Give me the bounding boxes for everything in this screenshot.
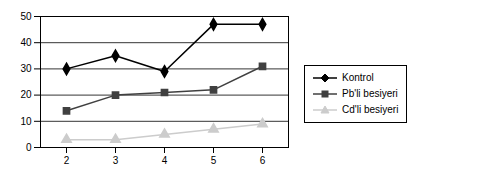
svg-text:40: 40 bbox=[20, 37, 32, 48]
svg-text:3: 3 bbox=[113, 155, 119, 166]
svg-text:50: 50 bbox=[20, 11, 32, 22]
svg-text:6: 6 bbox=[260, 155, 266, 166]
svg-text:30: 30 bbox=[20, 63, 32, 74]
svg-text:2: 2 bbox=[64, 155, 70, 166]
svg-text:4: 4 bbox=[162, 155, 168, 166]
html-text:Pb'li besiyeri: Pb'li besiyeri bbox=[342, 88, 398, 99]
html-text:Cd'li besiyeri: Cd'li besiyeri bbox=[342, 104, 399, 115]
html-text:Kontrol: Kontrol bbox=[342, 72, 374, 83]
svg-text:5: 5 bbox=[211, 155, 217, 166]
svg-text:0: 0 bbox=[26, 142, 32, 153]
svg-text:10: 10 bbox=[20, 116, 32, 127]
svg-text:20: 20 bbox=[20, 89, 32, 100]
